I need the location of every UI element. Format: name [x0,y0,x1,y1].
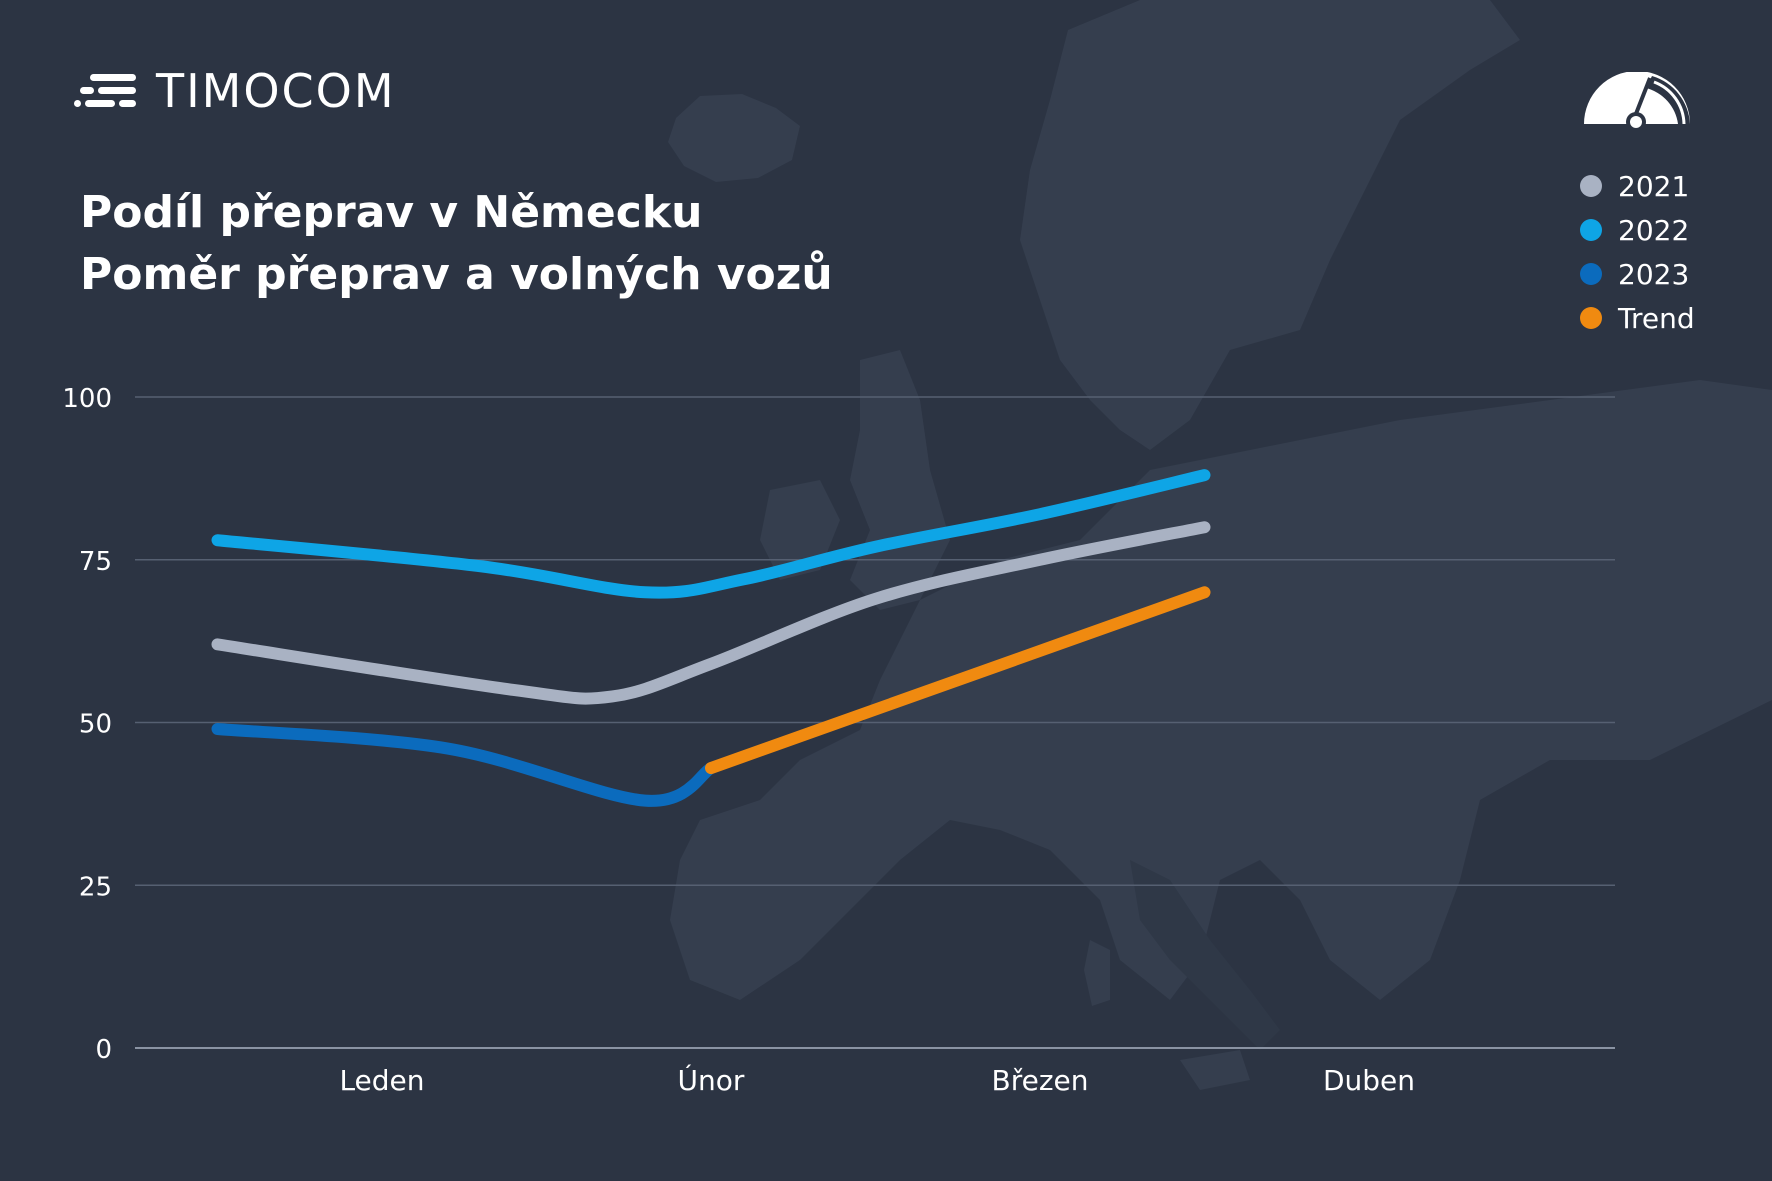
chart-title: Podíl přeprav v Německu Poměr přeprav a … [80,182,833,306]
legend-swatch [1580,219,1602,241]
y-tick-label: 0 [95,1035,112,1065]
series-line-trend [705,586,1211,775]
legend-label: 2021 [1618,169,1690,203]
legend-label: Trend [1618,301,1695,335]
map-shape-italy [1130,860,1280,1050]
x-tick-label: Duben [1323,1064,1415,1097]
map-shape-scandinavia [1020,0,1520,450]
chart-title-line-1: Podíl přeprav v Německu [80,187,703,238]
legend-item-trend: Trend [1580,296,1695,340]
brand-logo: TIMOCOM [74,64,396,118]
legend-label: 2023 [1618,257,1690,291]
legend-label: 2022 [1618,213,1690,247]
x-tick-label: Březen [991,1064,1088,1097]
gauge-icon [1584,72,1690,128]
series-line-2023 [211,723,717,807]
legend-item-2022: 2022 [1580,208,1695,252]
y-tick-label: 75 [79,547,112,577]
brand-name: TIMOCOM [156,64,396,118]
chart-legend: 2021 2022 2023 Trend [1580,164,1695,340]
series-line-2022 [211,469,1211,599]
x-tick-label: Leden [339,1064,424,1097]
y-tick-label: 50 [79,710,112,740]
legend-swatch [1580,175,1602,197]
chart-title-line-2: Poměr přeprav a volných vozů [80,249,833,300]
y-tick-label: 100 [62,384,112,414]
y-tick-label: 25 [79,872,112,902]
x-tick-label: Únor [678,1063,745,1097]
timocom-logo-icon [74,74,136,107]
map-shape-sicily [1180,1050,1250,1090]
legend-item-2021: 2021 [1580,164,1695,208]
legend-item-2023: 2023 [1580,252,1695,296]
map-shape-mainland [670,380,1772,1000]
legend-swatch [1580,307,1602,329]
map-shape-iceland [668,94,800,182]
series-line-2021 [211,521,1211,705]
map-shape-sardinia [1084,940,1110,1006]
legend-swatch [1580,263,1602,285]
